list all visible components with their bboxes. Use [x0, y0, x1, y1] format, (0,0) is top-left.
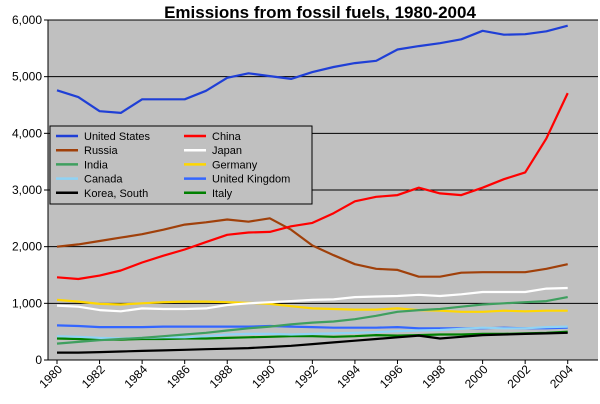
series-line-india: [56, 296, 568, 345]
y-tick-label: 6,000: [12, 13, 42, 27]
series-line-russia: [56, 217, 568, 278]
x-tick-label: 1996: [377, 362, 406, 391]
x-tick-label: 1988: [207, 362, 236, 391]
legend-label-korea-south: Korea, South: [84, 188, 148, 200]
legend-label-italy: Italy: [212, 188, 233, 200]
x-tick-label: 2004: [547, 362, 576, 391]
legend: United States China Russia Japan India German…: [49, 125, 313, 205]
legend-label-germany: Germany: [212, 159, 258, 171]
x-tick-label: 1982: [79, 362, 108, 391]
x-tick-label: 2002: [504, 362, 533, 391]
x-tick-label: 1992: [292, 362, 321, 391]
y-tick-label: 3,000: [12, 183, 42, 197]
x-tick-label: 1984: [121, 362, 150, 391]
legend-label-united-kingdom: United Kingdom: [212, 174, 290, 186]
legend-label-canada: Canada: [84, 174, 123, 186]
x-tick-label: 1986: [164, 362, 193, 391]
y-tick-label: 2,000: [12, 240, 42, 254]
y-tick-label: 4,000: [12, 126, 42, 140]
series-line-germany: [56, 298, 568, 313]
legend-label-japan: Japan: [212, 145, 242, 157]
y-tick-label: 0: [35, 353, 42, 367]
y-tick-label: 1,000: [12, 296, 42, 310]
legend-label-china: China: [212, 131, 242, 143]
series-line-japan: [56, 286, 568, 313]
y-tick-label: 5,000: [12, 70, 42, 84]
x-tick-label: 1998: [419, 362, 448, 391]
legend-box: [49, 125, 313, 205]
legend-label-india: India: [84, 159, 109, 171]
x-tick-label: 2000: [462, 362, 491, 391]
x-tick-label: 1994: [334, 362, 363, 391]
series-lines: [56, 24, 569, 354]
x-tick-label: 1990: [249, 362, 278, 391]
legend-label-united-states: United States: [84, 131, 151, 143]
y-axis: 0 1,000 2,000 3,000 4,000 5,000 6,000: [12, 13, 49, 367]
series-line-united-states: [56, 24, 568, 115]
legend-label-russia: Russia: [84, 145, 119, 157]
chart-title: Emissions from fossil fuels, 1980-2004: [164, 3, 476, 22]
series-line-china: [56, 92, 569, 281]
x-axis: 1980 1982 1984 1986 1988 1990 1992 1994 1996 1998…: [36, 359, 598, 391]
series-line-korea-south: [57, 331, 568, 354]
